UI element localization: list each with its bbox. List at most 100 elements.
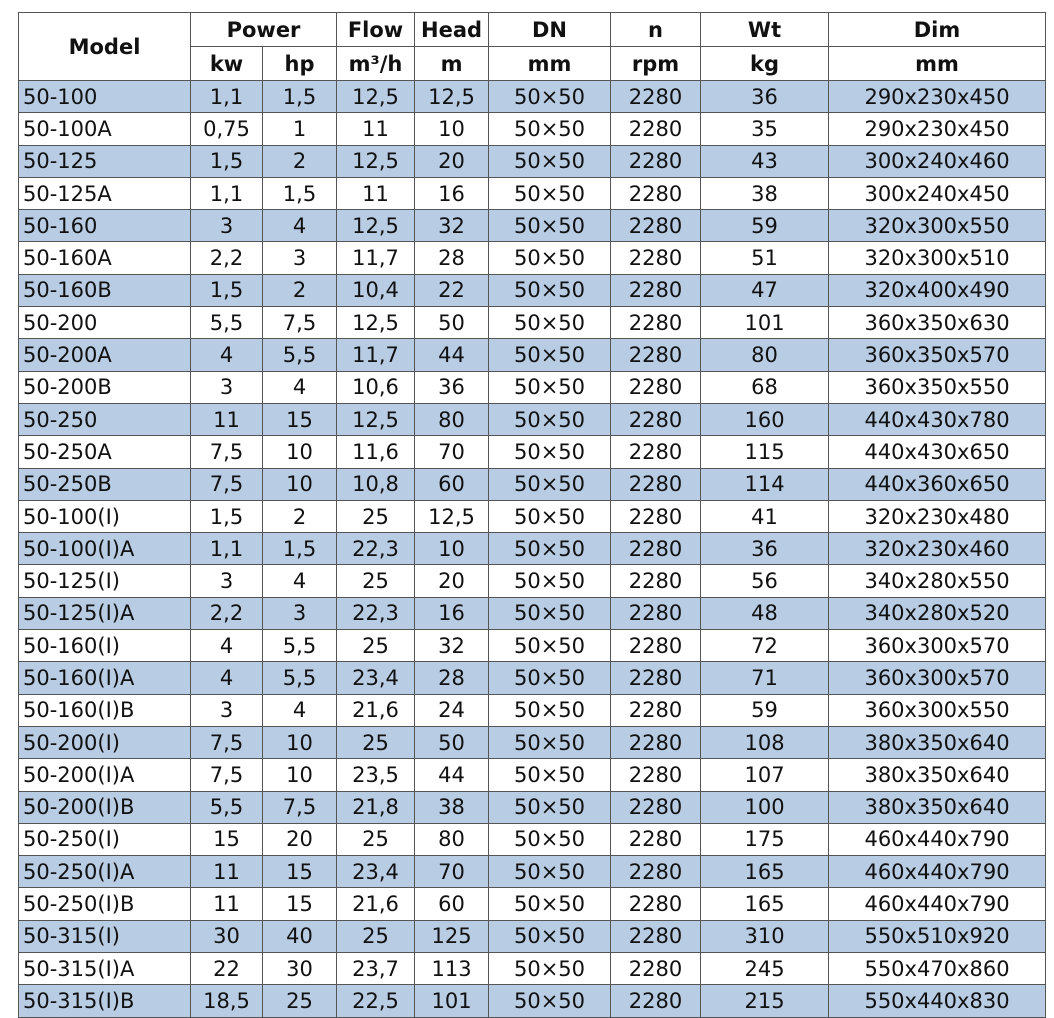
value-cell: 245: [700, 952, 830, 986]
value-cell: 460x440x790: [828, 887, 1047, 921]
value-cell: 380x350x640: [828, 725, 1047, 760]
value-cell: 4: [190, 629, 263, 663]
value-cell: 2280: [610, 855, 702, 889]
unit-header: mm: [488, 46, 612, 81]
value-cell: 23,7: [336, 952, 416, 986]
value-cell: 2280: [610, 822, 702, 857]
data-row: 50-100(I)A 1,1 1,5 22,3 10 50×50 2280 36 320x230…: [18, 532, 1047, 566]
data-row: 50-160(I)A 4 5,5 23,4 28 50×50 2280 71 360x300x5…: [18, 661, 1047, 695]
value-cell: 50×50: [488, 144, 612, 178]
value-cell: 7,5: [190, 758, 263, 792]
column-header: Flow: [336, 12, 416, 47]
value-cell: 50×50: [488, 112, 612, 146]
value-cell: 1,1: [190, 176, 263, 211]
data-row: 50-250(I) 15 20 25 80 50×50 2280 175 460x440x790: [18, 822, 1047, 857]
value-cell: 113: [414, 952, 490, 986]
value-cell: 50×50: [488, 241, 612, 275]
value-cell: 7,5: [190, 435, 263, 469]
value-cell: 175: [700, 822, 830, 857]
model-cell: 50-100: [18, 79, 191, 114]
value-cell: 50: [414, 306, 490, 340]
value-cell: 7,5: [261, 790, 338, 824]
model-cell: 50-250(I)A: [18, 855, 191, 889]
value-cell: 35: [700, 112, 830, 146]
data-row: 50-100(I) 1,5 2 25 12,5 50×50 2280 41 320x230x48…: [18, 499, 1047, 534]
value-cell: 3: [261, 241, 338, 275]
value-cell: 60: [414, 887, 490, 921]
value-cell: 1,5: [261, 532, 338, 566]
value-cell: 11,7: [336, 338, 416, 372]
value-cell: 5,5: [190, 306, 263, 340]
value-cell: 10,6: [336, 370, 416, 404]
model-cell: 50-160B: [18, 273, 191, 308]
model-cell: 50-200(I): [18, 725, 191, 760]
value-cell: 25: [336, 822, 416, 857]
value-cell: 50×50: [488, 79, 612, 114]
value-cell: 125: [414, 919, 490, 954]
value-cell: 2,2: [190, 596, 263, 631]
data-row: 50-160(I)B 3 4 21,6 24 50×50 2280 59 360x300x550: [18, 693, 1047, 727]
unit-header: kw: [190, 46, 263, 81]
data-row: 50-160 3 4 12,5 32 50×50 2280 59 320x300x550: [18, 209, 1047, 243]
model-cell: 50-250: [18, 402, 191, 437]
value-cell: 12,5: [336, 144, 416, 178]
value-cell: 47: [700, 273, 830, 308]
value-cell: 36: [414, 370, 490, 404]
value-cell: 11,7: [336, 241, 416, 275]
value-cell: 160: [700, 402, 830, 437]
column-header: n: [610, 12, 702, 47]
value-cell: 5,5: [261, 661, 338, 695]
value-cell: 25: [336, 629, 416, 663]
value-cell: 290x230x450: [828, 112, 1047, 146]
value-cell: 3: [190, 693, 263, 727]
value-cell: 2280: [610, 79, 702, 114]
value-cell: 15: [261, 855, 338, 889]
value-cell: 1,5: [190, 273, 263, 308]
value-cell: 25: [336, 499, 416, 534]
value-cell: 18,5: [190, 984, 263, 1018]
value-cell: 28: [414, 661, 490, 695]
value-cell: 3: [261, 596, 338, 631]
value-cell: 101: [414, 984, 490, 1018]
value-cell: 12,5: [414, 79, 490, 114]
value-cell: 36: [700, 532, 830, 566]
value-cell: 50×50: [488, 693, 612, 727]
value-cell: 50×50: [488, 273, 612, 308]
value-cell: 60: [414, 467, 490, 501]
value-cell: 10: [414, 532, 490, 566]
model-cell: 50-315(I)B: [18, 984, 191, 1018]
model-cell: 50-250A: [18, 435, 191, 469]
data-row: 50-315(I)A 22 30 23,7 113 50×50 2280 245 550x470…: [18, 952, 1047, 986]
data-row: 50-125(I) 3 4 25 20 50×50 2280 56 340x280x550: [18, 564, 1047, 598]
value-cell: 360x300x570: [828, 629, 1047, 663]
model-cell: 50-160(I)A: [18, 661, 191, 695]
value-cell: 23,4: [336, 661, 416, 695]
value-cell: 2280: [610, 952, 702, 986]
value-cell: 70: [414, 435, 490, 469]
model-cell: 50-200: [18, 306, 191, 340]
value-cell: 50×50: [488, 209, 612, 243]
model-cell: 50-125A: [18, 176, 191, 211]
data-row: 50-315(I)B 18,5 25 22,5 101 50×50 2280 215 550x4…: [18, 984, 1047, 1018]
value-cell: 1,5: [190, 499, 263, 534]
data-row: 50-125 1,5 2 12,5 20 50×50 2280 43 300x240x460: [18, 144, 1047, 178]
value-cell: 1,5: [190, 144, 263, 178]
value-cell: 2280: [610, 693, 702, 727]
value-cell: 4: [261, 564, 338, 598]
value-cell: 115: [700, 435, 830, 469]
table-header: Model Power Flow Head DN n Wt Dim kw hp m³/h m mm rpm…: [18, 12, 1047, 81]
column-header: DN: [488, 12, 612, 47]
header-row: Model Power Flow Head DN n Wt Dim: [18, 12, 1047, 81]
value-cell: 2280: [610, 176, 702, 211]
value-cell: 25: [336, 564, 416, 598]
value-cell: 10: [414, 112, 490, 146]
value-cell: 30: [190, 919, 263, 954]
column-header: Model: [18, 12, 191, 81]
value-cell: 165: [700, 887, 830, 921]
model-cell: 50-100(I): [18, 499, 191, 534]
value-cell: 380x350x640: [828, 790, 1047, 824]
value-cell: 340x280x550: [828, 564, 1047, 598]
value-cell: 440x430x650: [828, 435, 1047, 469]
value-cell: 12,5: [336, 79, 416, 114]
value-cell: 1,5: [261, 176, 338, 211]
